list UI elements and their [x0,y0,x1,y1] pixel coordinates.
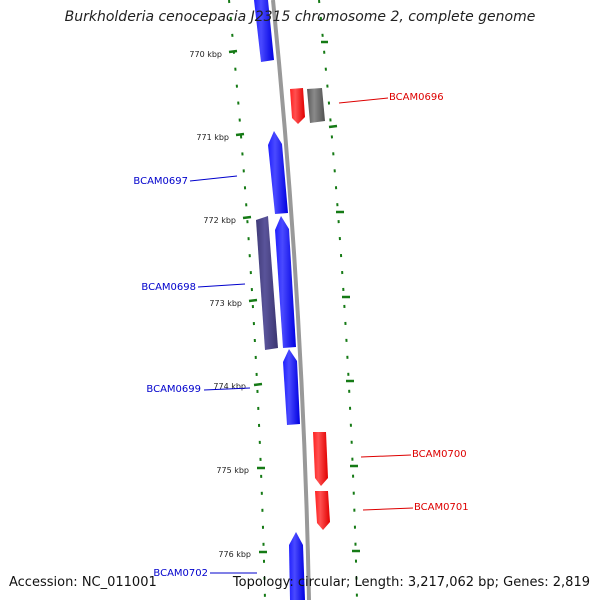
gene-feature-BCAM0696-grey[interactable] [307,88,325,123]
gene-feature-BCAM0701[interactable] [315,491,330,530]
genome-backbone [271,0,311,600]
gene-label-BCAM0702[interactable]: BCAM0702 [153,568,208,579]
gene-feature-BCAM0699[interactable] [283,349,300,425]
tick-label-770: 770 kbp [189,50,222,59]
tick-label-776: 776 kbp [218,550,251,559]
map-title: Burkholderia cenocepacia J2315 chromosom… [64,9,536,25]
leader-BCAM0698 [197,283,246,288]
ruler-major-ticks [228,40,360,554]
tick-label-775: 775 kbp [216,466,249,475]
gene-feature-BCAM0696[interactable] [290,88,305,124]
gene-feature-BCAM0698[interactable] [275,216,296,348]
tick-772 [242,215,252,220]
leader-BCAM0701 [362,507,414,511]
gene-label-BCAM0700[interactable]: BCAM0700 [412,449,467,460]
gene-feature-BCAM0697[interactable] [268,131,288,214]
gene-feature-top-partial[interactable] [254,0,274,62]
tick-label-774: 774 kbp [213,382,246,391]
leader-BCAM0700 [360,454,412,458]
tick-773 [248,298,258,303]
gene-label-BCAM0697[interactable]: BCAM0697 [133,176,188,187]
leader-BCAM0696 [338,97,389,104]
tick-right-2 [328,124,338,129]
gene-label-BCAM0698[interactable]: BCAM0698 [141,282,196,293]
tick-770 [228,49,238,54]
gene-feature-BCAM0702[interactable] [289,532,305,600]
accession-text: Accession: NC_011001 [9,575,157,590]
tick-label-771: 771 kbp [196,133,229,142]
tick-label-773: 773 kbp [209,299,242,308]
gene-label-BCAM0701[interactable]: BCAM0701 [414,502,469,513]
tick-774 [253,382,263,387]
gene-label-BCAM0699[interactable]: BCAM0699 [146,384,201,395]
leader-BCAM0697 [189,175,238,182]
genome-summary-text: Topology: circular; Length: 3,217,062 bp… [232,575,590,590]
gene-feature-BCAM0700[interactable] [313,432,328,486]
gene-label-BCAM0696[interactable]: BCAM0696 [389,92,444,103]
tick-label-772: 772 kbp [203,216,236,225]
tick-771 [235,132,245,137]
gene-feature-BCAM0698-overlap[interactable] [256,216,278,350]
leader-BCAM0699 [203,387,251,391]
